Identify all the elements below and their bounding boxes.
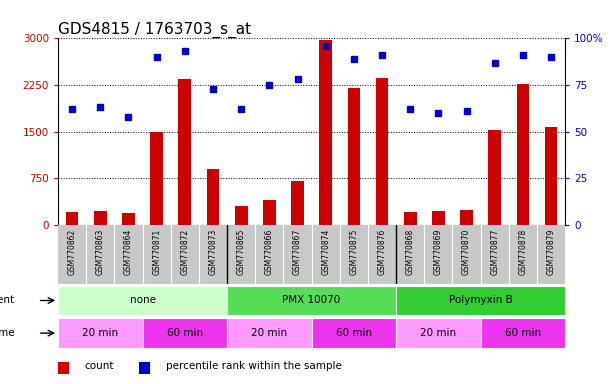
Bar bbox=[207, 169, 219, 225]
Bar bbox=[178, 79, 191, 225]
Bar bbox=[320, 40, 332, 225]
Text: GSM770864: GSM770864 bbox=[124, 229, 133, 275]
Text: GSM770874: GSM770874 bbox=[321, 229, 330, 275]
Text: GSM770862: GSM770862 bbox=[68, 229, 76, 275]
Text: GSM770878: GSM770878 bbox=[518, 229, 527, 275]
Bar bbox=[227, 286, 396, 315]
Text: GSM770870: GSM770870 bbox=[462, 229, 471, 275]
Bar bbox=[348, 88, 360, 225]
Text: GSM770871: GSM770871 bbox=[152, 229, 161, 275]
Text: none: none bbox=[130, 295, 156, 306]
Bar bbox=[488, 130, 501, 225]
Text: percentile rank within the sample: percentile rank within the sample bbox=[166, 361, 342, 371]
Bar bbox=[263, 200, 276, 225]
Bar bbox=[58, 286, 227, 315]
Bar bbox=[94, 211, 107, 225]
Bar bbox=[58, 362, 69, 374]
Text: GSM770867: GSM770867 bbox=[293, 229, 302, 275]
Bar bbox=[312, 318, 396, 348]
Text: GSM770877: GSM770877 bbox=[490, 229, 499, 275]
Text: GSM770876: GSM770876 bbox=[378, 229, 387, 275]
Bar bbox=[235, 206, 247, 225]
Text: 60 min: 60 min bbox=[336, 328, 372, 338]
Bar bbox=[545, 127, 557, 225]
Text: GSM770866: GSM770866 bbox=[265, 229, 274, 275]
Text: Polymyxin B: Polymyxin B bbox=[448, 295, 513, 306]
Text: agent: agent bbox=[0, 295, 15, 306]
Text: GSM770879: GSM770879 bbox=[547, 229, 555, 275]
Text: GDS4815 / 1763703_s_at: GDS4815 / 1763703_s_at bbox=[58, 22, 251, 38]
Bar bbox=[404, 212, 417, 225]
Bar bbox=[432, 211, 445, 225]
Text: time: time bbox=[0, 328, 15, 338]
Text: GSM770873: GSM770873 bbox=[208, 229, 218, 275]
Bar bbox=[481, 318, 565, 348]
Bar bbox=[227, 318, 312, 348]
Bar bbox=[460, 210, 473, 225]
Bar bbox=[139, 362, 150, 374]
Text: GSM770865: GSM770865 bbox=[236, 229, 246, 275]
Text: 20 min: 20 min bbox=[420, 328, 456, 338]
Text: 60 min: 60 min bbox=[167, 328, 203, 338]
Text: GSM770875: GSM770875 bbox=[349, 229, 359, 275]
Text: count: count bbox=[84, 361, 114, 371]
Bar bbox=[142, 318, 227, 348]
Bar bbox=[396, 318, 481, 348]
Text: GSM770863: GSM770863 bbox=[96, 229, 105, 275]
Text: GSM770872: GSM770872 bbox=[180, 229, 189, 275]
Bar bbox=[66, 212, 78, 225]
Text: 20 min: 20 min bbox=[251, 328, 287, 338]
Bar bbox=[122, 213, 135, 225]
Bar bbox=[291, 181, 304, 225]
Text: GSM770868: GSM770868 bbox=[406, 229, 415, 275]
Text: 20 min: 20 min bbox=[82, 328, 119, 338]
Bar bbox=[396, 286, 565, 315]
Text: 60 min: 60 min bbox=[505, 328, 541, 338]
Bar bbox=[58, 318, 142, 348]
Bar bbox=[150, 131, 163, 225]
Bar bbox=[376, 78, 389, 225]
Text: PMX 10070: PMX 10070 bbox=[282, 295, 341, 306]
Text: GSM770869: GSM770869 bbox=[434, 229, 443, 275]
Bar bbox=[516, 84, 529, 225]
